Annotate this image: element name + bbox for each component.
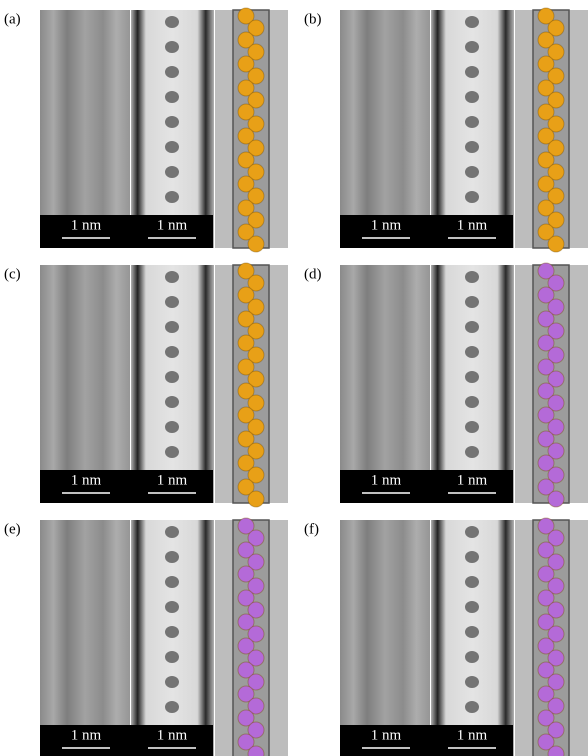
micrograph-raw — [40, 265, 130, 503]
lattice-spot — [465, 421, 479, 433]
lattice-spot — [465, 346, 479, 358]
molecule — [548, 491, 564, 507]
lattice-spot — [465, 16, 479, 28]
scale-bar-label: 1 nm — [371, 472, 402, 488]
lattice-spot — [465, 601, 479, 613]
lattice-spot — [465, 41, 479, 53]
lattice-spot — [465, 321, 479, 333]
lattice-spot — [165, 396, 179, 408]
lattice-spot — [165, 601, 179, 613]
lattice-spot — [165, 676, 179, 688]
micrograph-raw — [340, 10, 430, 248]
lattice-spot — [165, 321, 179, 333]
lattice-spot — [165, 526, 179, 538]
panel-label: (d) — [304, 266, 322, 282]
scale-bar-label: 1 nm — [371, 727, 402, 743]
lattice-spot — [465, 701, 479, 713]
scale-bar-label: 1 nm — [157, 727, 188, 743]
lattice-spot — [165, 141, 179, 153]
lattice-spot — [165, 191, 179, 203]
figure: 1 nm 1 nm (a) 1 nm 1 nm (b) 1 nm 1 nm (c) 1 nm 1 n… — [0, 0, 588, 756]
lattice-spot — [165, 116, 179, 128]
panel-label: (f) — [304, 521, 319, 537]
lattice-spot — [465, 626, 479, 638]
lattice-spot — [465, 551, 479, 563]
lattice-spot — [465, 116, 479, 128]
lattice-spot — [465, 396, 479, 408]
lattice-spot — [165, 446, 179, 458]
scale-bar-label: 1 nm — [457, 727, 488, 743]
micrograph-raw — [40, 520, 130, 756]
scale-bar-label: 1 nm — [157, 472, 188, 488]
scale-bar-label: 1 nm — [71, 727, 102, 743]
micrograph-raw — [40, 10, 130, 248]
lattice-spot — [165, 66, 179, 78]
lattice-spot — [465, 296, 479, 308]
lattice-spot — [165, 41, 179, 53]
lattice-spot — [165, 296, 179, 308]
lattice-spot — [465, 271, 479, 283]
scale-bar-label: 1 nm — [71, 217, 102, 233]
lattice-spot — [465, 526, 479, 538]
lattice-spot — [465, 576, 479, 588]
micrograph-raw — [340, 265, 430, 503]
lattice-spot — [465, 651, 479, 663]
lattice-spot — [165, 271, 179, 283]
lattice-spot — [165, 421, 179, 433]
lattice-spot — [165, 346, 179, 358]
lattice-spot — [165, 91, 179, 103]
lattice-spot — [465, 446, 479, 458]
lattice-spot — [165, 371, 179, 383]
lattice-spot — [165, 166, 179, 178]
scale-bar-label: 1 nm — [371, 217, 402, 233]
lattice-spot — [465, 66, 479, 78]
micrograph-raw — [340, 520, 430, 756]
molecule — [248, 491, 264, 507]
lattice-spot — [165, 701, 179, 713]
panel-label: (c) — [4, 266, 21, 282]
lattice-spot — [465, 166, 479, 178]
panel-label: (e) — [4, 521, 21, 537]
panel-label: (a) — [4, 11, 21, 27]
lattice-spot — [465, 371, 479, 383]
lattice-spot — [465, 676, 479, 688]
scale-bar-label: 1 nm — [71, 472, 102, 488]
lattice-spot — [165, 651, 179, 663]
scale-bar-label: 1 nm — [457, 217, 488, 233]
lattice-spot — [165, 626, 179, 638]
lattice-spot — [165, 576, 179, 588]
scale-bar-label: 1 nm — [157, 217, 188, 233]
molecule — [248, 236, 264, 252]
scale-bar-label: 1 nm — [457, 472, 488, 488]
lattice-spot — [465, 191, 479, 203]
lattice-spot — [165, 16, 179, 28]
lattice-spot — [165, 551, 179, 563]
panel-label: (b) — [304, 11, 322, 27]
molecule — [548, 236, 564, 252]
lattice-spot — [465, 141, 479, 153]
lattice-spot — [465, 91, 479, 103]
